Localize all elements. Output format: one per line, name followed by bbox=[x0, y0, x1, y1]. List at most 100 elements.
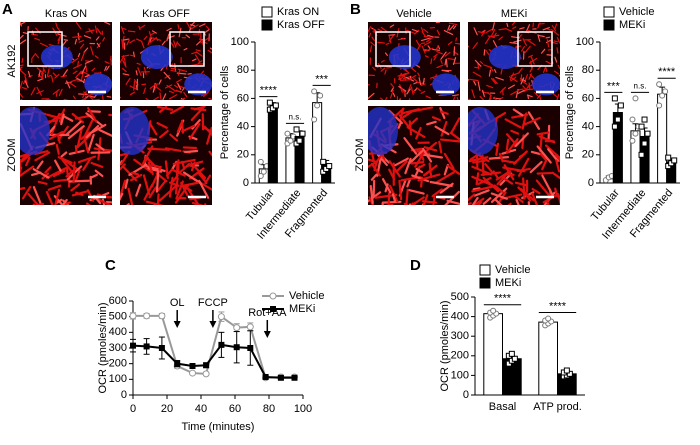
filament bbox=[490, 34, 500, 38]
filament bbox=[20, 98, 23, 100]
data-point bbox=[262, 373, 269, 380]
filament bbox=[528, 82, 531, 91]
filament bbox=[88, 28, 93, 34]
filament bbox=[415, 167, 424, 174]
filament bbox=[143, 87, 146, 95]
x-tick-label: Basal bbox=[489, 401, 517, 413]
filament bbox=[477, 81, 481, 91]
data-point bbox=[671, 157, 678, 164]
filament bbox=[498, 28, 507, 31]
filament bbox=[494, 69, 497, 73]
filament bbox=[384, 52, 388, 56]
row-label: AK192 bbox=[6, 44, 18, 77]
significance-label: **** bbox=[658, 66, 676, 78]
filament bbox=[411, 174, 430, 183]
filament bbox=[527, 39, 536, 46]
filament bbox=[559, 82, 560, 86]
filament bbox=[477, 63, 480, 70]
filament bbox=[198, 179, 210, 199]
filament bbox=[537, 34, 541, 42]
filament bbox=[197, 172, 208, 184]
filament bbox=[182, 146, 198, 150]
filament bbox=[30, 33, 38, 36]
filament bbox=[174, 84, 179, 89]
filament bbox=[177, 24, 180, 30]
filament bbox=[102, 95, 104, 100]
filament bbox=[425, 95, 432, 99]
filament bbox=[517, 157, 530, 177]
filament bbox=[20, 64, 24, 67]
filament bbox=[545, 60, 552, 65]
y-tick-label: 100 bbox=[231, 36, 249, 48]
filament bbox=[36, 160, 44, 170]
filament bbox=[522, 85, 527, 90]
data-point bbox=[632, 130, 639, 137]
filament bbox=[418, 77, 422, 86]
filament bbox=[182, 184, 193, 192]
legend-marker bbox=[269, 292, 277, 300]
nucleus bbox=[532, 73, 560, 96]
filament bbox=[85, 202, 92, 205]
filament bbox=[90, 95, 96, 98]
filament bbox=[408, 98, 411, 100]
filament bbox=[494, 198, 503, 205]
filament bbox=[129, 39, 136, 44]
filament bbox=[546, 39, 550, 48]
filament bbox=[34, 151, 51, 162]
filament bbox=[166, 27, 172, 32]
y-tick-label: 60 bbox=[237, 92, 249, 104]
filament bbox=[488, 156, 510, 160]
filament bbox=[433, 56, 437, 61]
filament bbox=[555, 159, 560, 173]
significance-label: **** bbox=[494, 293, 512, 305]
filament bbox=[368, 26, 372, 33]
filament bbox=[96, 28, 102, 35]
filament bbox=[405, 188, 409, 205]
data-point bbox=[233, 344, 240, 351]
filament bbox=[120, 192, 124, 201]
filament bbox=[177, 70, 181, 76]
filament bbox=[551, 24, 557, 32]
filament bbox=[547, 148, 559, 163]
filament bbox=[199, 23, 206, 28]
filament bbox=[493, 184, 504, 194]
filament bbox=[421, 203, 425, 205]
filament bbox=[417, 72, 420, 77]
filament bbox=[507, 202, 512, 205]
micrograph bbox=[120, 106, 212, 205]
filament bbox=[158, 79, 162, 85]
significance-label: **** bbox=[260, 85, 278, 97]
filament bbox=[492, 78, 498, 85]
x-tick-label: 80 bbox=[263, 403, 275, 415]
filament bbox=[392, 92, 396, 97]
filament bbox=[505, 28, 513, 32]
filament bbox=[410, 160, 425, 165]
filament bbox=[34, 37, 41, 41]
filament bbox=[439, 58, 443, 64]
legend-label: Vehicle bbox=[289, 290, 324, 302]
legend-label: MEKi bbox=[289, 303, 315, 315]
filament bbox=[554, 23, 558, 30]
filament bbox=[46, 68, 50, 77]
filament bbox=[489, 97, 492, 100]
filament bbox=[394, 160, 408, 174]
filament bbox=[207, 49, 212, 54]
filament bbox=[408, 74, 417, 80]
filament bbox=[397, 121, 403, 129]
filament bbox=[424, 55, 429, 58]
filament bbox=[153, 203, 157, 205]
filament bbox=[538, 135, 556, 144]
filament bbox=[198, 38, 208, 45]
data-point bbox=[143, 312, 151, 320]
filament bbox=[472, 42, 478, 50]
filament bbox=[403, 202, 410, 205]
filament bbox=[72, 35, 82, 38]
filament bbox=[420, 153, 443, 159]
data-point bbox=[266, 99, 273, 106]
data-point bbox=[284, 130, 291, 137]
filament bbox=[446, 199, 460, 205]
filament bbox=[446, 164, 460, 175]
filament bbox=[148, 31, 152, 39]
filament bbox=[64, 81, 72, 84]
panel-letter: D bbox=[410, 257, 421, 274]
